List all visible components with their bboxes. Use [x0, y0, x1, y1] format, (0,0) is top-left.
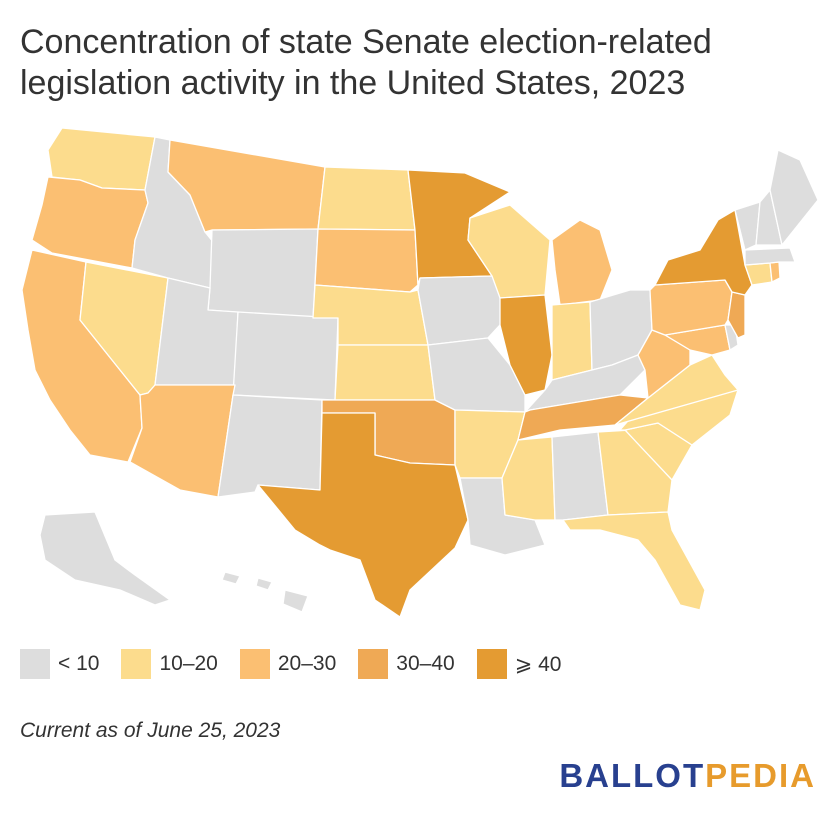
state-shapes	[21, 127, 819, 618]
title-line-1: Concentration of state Senate election-r…	[20, 23, 712, 61]
state-mo	[427, 337, 526, 413]
state-wy	[207, 228, 319, 319]
legend-item-20-30: 20–30	[239, 649, 337, 679]
legend-label-lt10: < 10	[58, 652, 100, 675]
legend-item-10-20: 10–20	[121, 649, 218, 679]
state-ma	[744, 247, 796, 266]
legend-item-lt10: < 10	[20, 649, 99, 679]
state-tn	[517, 394, 649, 441]
state-co	[232, 311, 339, 401]
logo-part-pedia: PEDIA	[705, 757, 816, 794]
state-ak	[39, 511, 171, 606]
state-sd	[314, 228, 419, 293]
legend-swatch-ge40	[476, 649, 507, 679]
legend-swatch-30-40	[358, 649, 389, 679]
state-hi	[221, 571, 309, 613]
ballotpedia-logo: BALLOTPEDIA	[559, 757, 816, 795]
legend-swatch-10-20	[121, 649, 152, 679]
state-az	[129, 384, 236, 498]
date-note: Current as of June 25, 2023	[20, 719, 281, 742]
state-fl	[562, 511, 706, 611]
state-il	[499, 294, 553, 396]
legend-item-ge40: ⩾ 40	[476, 649, 562, 679]
title-line-2: legislation activity in the United State…	[20, 64, 686, 102]
state-tx	[257, 412, 469, 618]
state-ri	[769, 261, 781, 283]
legend-label-10-20: 10–20	[159, 652, 218, 675]
logo-part-ballot: BALLOT	[559, 757, 706, 794]
state-ks	[334, 344, 436, 401]
legend-swatch-20-30	[239, 649, 270, 679]
state-in	[551, 301, 593, 381]
legend-swatch-lt10	[20, 649, 50, 679]
map-title: Concentration of state Senate election-r…	[20, 22, 820, 104]
state-mi	[551, 219, 613, 306]
legend: < 10 10–20 20–30 30–40 ⩾ 40	[20, 648, 583, 680]
state-me	[769, 149, 819, 246]
legend-item-30-40: 30–40	[358, 649, 455, 679]
state-nm	[217, 394, 323, 498]
legend-label-ge40: ⩾ 40	[514, 652, 562, 676]
state-nd	[317, 166, 416, 231]
legend-label-30-40: 30–40	[396, 652, 455, 675]
legend-label-20-30: 20–30	[277, 652, 337, 675]
